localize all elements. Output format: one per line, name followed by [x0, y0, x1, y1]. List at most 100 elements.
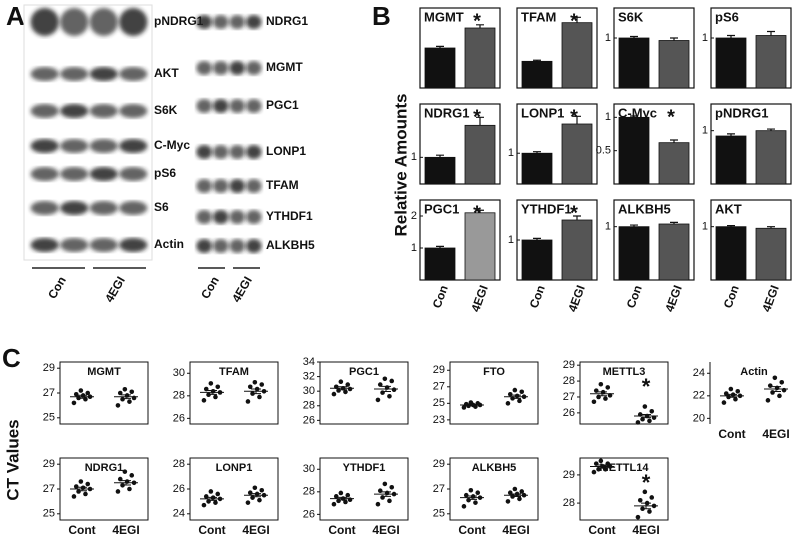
y-tick-label: 26: [173, 412, 185, 424]
plot-frame: [319, 457, 409, 521]
error-bar: [670, 221, 678, 224]
chart-title: YTHDF1: [521, 201, 572, 216]
y-tick-label: 26: [303, 508, 315, 520]
blot-band: [212, 145, 229, 159]
y-axis-label: CT Values: [3, 419, 22, 500]
significance: *: [667, 106, 675, 128]
y-tick-label: 1: [605, 32, 611, 44]
blot-band: [119, 167, 148, 181]
data-point: [777, 393, 782, 399]
data-point: [375, 501, 381, 507]
data-point: [85, 481, 91, 487]
blot-band: [60, 67, 89, 81]
panel-label: C: [2, 343, 21, 373]
error-bar: [767, 128, 775, 131]
data-point: [331, 391, 337, 397]
data-point: [345, 492, 351, 498]
data-point: [257, 394, 262, 400]
data-point: [343, 389, 348, 395]
y-tick-label: 0.5: [596, 145, 611, 157]
error-bar: [533, 59, 541, 62]
y-tick-label: 20: [693, 412, 705, 424]
data-point: [120, 396, 125, 402]
y-tick-label: 29: [43, 362, 55, 374]
y-tick-label: 29: [433, 364, 445, 376]
chart-title: NDRG1: [85, 462, 124, 474]
y-tick-label: 34: [303, 356, 315, 368]
data-point: [779, 379, 785, 385]
x-tick-label: 4EGI: [565, 283, 588, 313]
data-point: [649, 408, 655, 414]
blot-label: C-Myc: [154, 138, 190, 152]
x-tick-label: 4EGI: [242, 523, 269, 537]
significance: *: [642, 470, 651, 495]
y-tick-label: 28: [303, 486, 315, 498]
data-point: [247, 384, 253, 390]
blot-label: TFAM: [266, 178, 299, 192]
chart-title: LONP1: [216, 462, 253, 474]
data-point: [519, 389, 525, 395]
x-tick-label: 4EGI: [468, 283, 491, 313]
plot-frame: [449, 361, 539, 425]
chart-title: ALKBH5: [618, 201, 671, 216]
x-tick-label: Con: [624, 283, 645, 310]
blot-band: [196, 99, 213, 113]
y-tick-label: 27: [563, 391, 575, 403]
blot-band: [89, 8, 118, 36]
error-bar: [767, 30, 775, 36]
data-point: [213, 394, 218, 400]
data-point: [635, 514, 641, 520]
data-point: [73, 391, 79, 397]
blot-band: [30, 139, 59, 153]
blot-label: Actin: [154, 237, 184, 251]
data-point: [338, 379, 344, 384]
data-point: [637, 497, 643, 503]
chart-title: TFAM: [219, 366, 249, 378]
blot-band: [229, 15, 246, 29]
blot-label: LONP1: [266, 144, 306, 158]
data-point: [213, 500, 218, 505]
sem-bar: [121, 480, 131, 486]
blot-band: [229, 179, 246, 193]
data-point: [347, 386, 353, 392]
y-tick-label: 28: [173, 390, 185, 402]
data-point: [85, 390, 91, 396]
chart-title: S6K: [618, 9, 644, 24]
blot-band: [30, 238, 59, 252]
blot-band: [89, 139, 118, 153]
blot-band: [212, 61, 229, 75]
blot-band: [30, 8, 59, 36]
blot-label: NDRG1: [266, 14, 308, 28]
blot-band: [30, 167, 59, 181]
data-point: [78, 388, 84, 393]
blot-band: [60, 238, 89, 252]
data-point: [259, 487, 265, 493]
group-label: 4EGI: [102, 274, 128, 305]
blot-band: [245, 145, 262, 159]
error-bar: [727, 34, 735, 38]
chart-title: TFAM: [521, 9, 556, 24]
y-tick-label: 1: [605, 111, 611, 123]
y-tick-label: 30: [173, 367, 185, 379]
data-point: [122, 386, 128, 392]
y-tick-label: 1: [508, 234, 514, 246]
data-point: [473, 500, 478, 505]
y-tick-label: 24: [173, 508, 185, 520]
blot-band: [89, 167, 118, 181]
data-point: [721, 400, 727, 405]
bar: [424, 156, 456, 185]
y-tick-label: 2: [411, 210, 417, 222]
data-point: [591, 399, 597, 405]
bar: [755, 35, 787, 89]
chart-title: MGMT: [424, 9, 464, 24]
data-point: [215, 384, 221, 390]
blot-label: AKT: [154, 66, 179, 80]
plot-frame: [613, 199, 695, 281]
y-axis-label: Relative Amounts: [391, 94, 410, 237]
x-tick-label: 4EGI: [632, 523, 659, 537]
y-tick-label: 29: [43, 458, 55, 470]
bar: [464, 212, 496, 281]
error-bar: [630, 115, 638, 118]
data-point: [387, 498, 392, 504]
data-point: [389, 378, 395, 384]
